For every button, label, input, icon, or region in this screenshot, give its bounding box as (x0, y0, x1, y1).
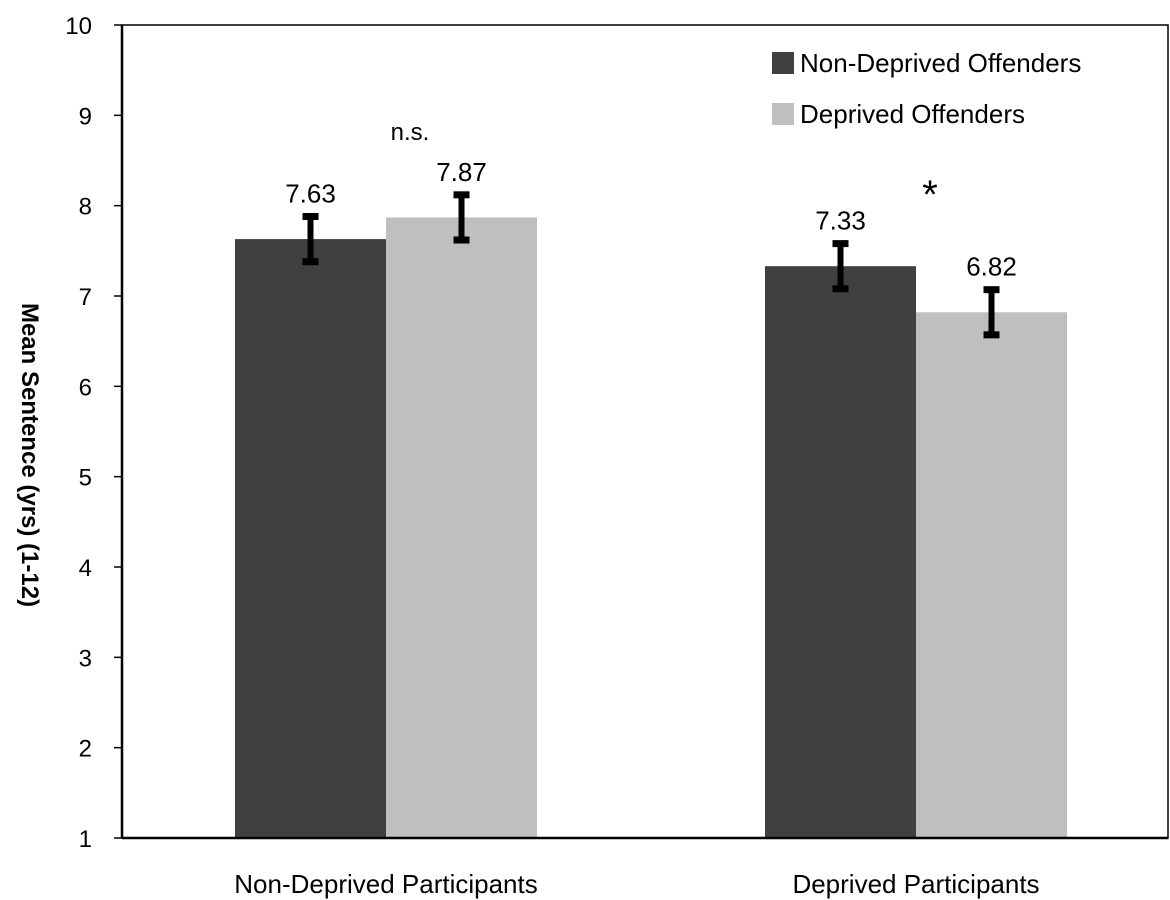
x-tick-label-2: Deprived Participants (792, 869, 1039, 899)
significance-star: * (922, 173, 938, 217)
legend-item-1: Non-Deprived Offenders (772, 48, 1081, 78)
legend-label-1: Non-Deprived Offenders (800, 48, 1081, 78)
y-tick-label-2: 2 (79, 736, 92, 763)
bar-1-1 (235, 239, 386, 839)
axes: 1 2 3 4 5 6 7 8 9 10 Non-Deprived Participants Depr… (65, 13, 1168, 899)
bar-2-1 (386, 217, 537, 838)
data-label-1-2: 7.33 (815, 206, 866, 236)
y-tick-label-1: 1 (79, 826, 92, 853)
error-bar-1-2 (832, 240, 849, 293)
bar-1-2 (765, 266, 916, 838)
y-tick-label-4: 4 (79, 555, 92, 582)
y-axis-label: Mean Sentence (yrs) (1-12) (16, 303, 43, 607)
error-bar-1-1 (302, 213, 319, 266)
legend-label-2: Deprived Offenders (800, 99, 1025, 129)
y-axis-label-text: Mean Sentence (yrs) (1-12) (16, 303, 43, 607)
legend: Non-Deprived Offenders Deprived Offenders (772, 48, 1081, 129)
y-tick-label-7: 7 (79, 284, 92, 311)
y-tick-label-9: 9 (79, 103, 92, 130)
x-tick-label-1: Non-Deprived Participants (234, 869, 537, 899)
data-labels: 7.63 7.33 7.87 6.82 (285, 157, 1017, 282)
data-label-2-2: 6.82 (966, 252, 1017, 282)
legend-swatch-1 (772, 52, 794, 74)
error-bar-2-2 (983, 286, 1000, 339)
y-tick-label-6: 6 (79, 374, 92, 401)
legend-item-2: Deprived Offenders (772, 99, 1025, 129)
bar-2-2 (916, 312, 1067, 838)
error-bar-2-1 (453, 191, 470, 244)
annotations: n.s. * (391, 119, 938, 217)
y-tick-label-3: 3 (79, 645, 92, 672)
legend-swatch-2 (772, 103, 794, 125)
y-tick-label-5: 5 (79, 465, 92, 492)
error-bars (302, 191, 1000, 339)
data-label-1-1: 7.63 (285, 179, 336, 209)
y-tick-label-8: 8 (79, 194, 92, 221)
significance-ns: n.s. (391, 119, 430, 146)
y-tick-label-10: 10 (65, 13, 92, 40)
data-label-2-1: 7.87 (436, 157, 487, 187)
bars (235, 217, 1067, 839)
